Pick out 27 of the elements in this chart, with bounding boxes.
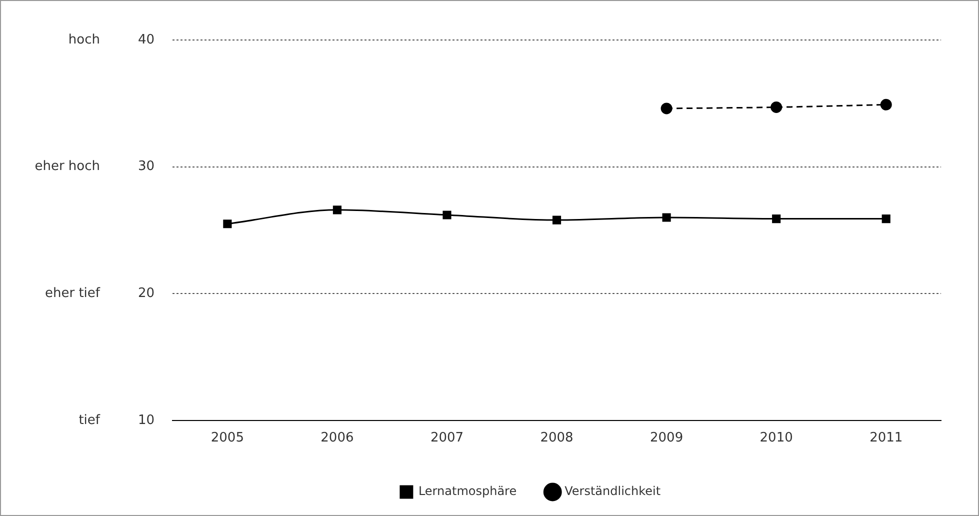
- y-tick-label: 30: [138, 159, 155, 174]
- text: eher tief: [45, 286, 100, 301]
- x-tick-label: 2011: [870, 430, 903, 446]
- legend-label: Lernatmosphäre: [418, 484, 517, 498]
- point: [880, 98, 892, 110]
- point: [882, 214, 890, 224]
- x-tick-label: 2008: [540, 430, 574, 446]
- point: [552, 216, 562, 224]
- point: [772, 214, 781, 224]
- y-tick-label: 20: [138, 286, 155, 301]
- point: [770, 101, 782, 113]
- point: [332, 206, 342, 214]
- text: tief: [78, 412, 100, 428]
- point: [660, 102, 672, 114]
- y-tick-label: 10: [138, 412, 155, 428]
- legend-label: Verständlichkeit: [564, 484, 661, 498]
- text: hoch: [68, 32, 100, 48]
- x-tick-label: 2007: [430, 430, 464, 446]
- x-tick-label: 2010: [760, 430, 793, 446]
- x-tick-label: 2009: [650, 430, 684, 446]
- text: eher hoch: [34, 159, 100, 174]
- y-tick-label: 40: [138, 32, 155, 48]
- point: [442, 210, 452, 220]
- point: [662, 213, 671, 222]
- x-tick-label: 2005: [210, 430, 244, 446]
- point: [223, 220, 232, 228]
- x-tick-label: 2006: [320, 430, 354, 446]
